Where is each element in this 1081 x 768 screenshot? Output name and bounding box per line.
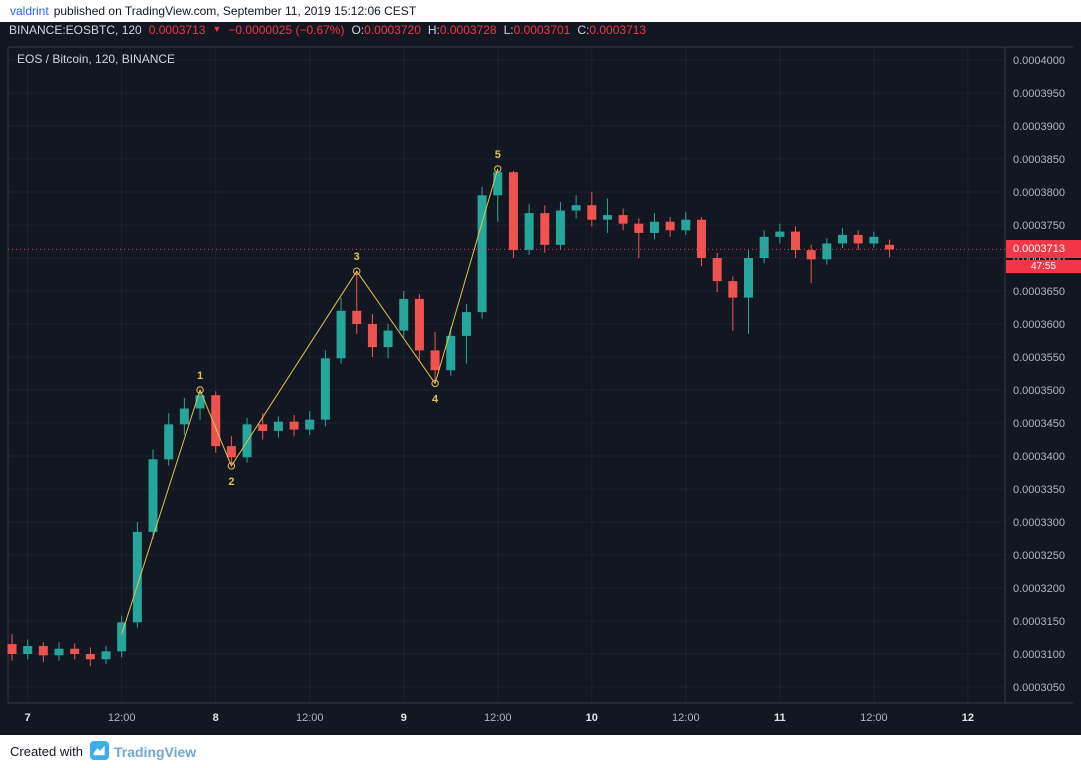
svg-text:2: 2 xyxy=(228,476,234,488)
chart-title: EOS / Bitcoin, 120, BINANCE xyxy=(17,52,176,66)
open-value: O: 0.0003720 xyxy=(351,23,420,37)
svg-text:0.0003600: 0.0003600 xyxy=(1013,319,1065,331)
low-number: 0.0003701 xyxy=(513,23,571,37)
svg-text:8: 8 xyxy=(213,712,219,724)
svg-text:12:00: 12:00 xyxy=(484,712,512,724)
svg-text:3: 3 xyxy=(354,251,360,263)
symbol-name: BINANCE:EOSBTC, 120 xyxy=(9,23,142,37)
chart-area: 0.0004000 0.0003950 0.0003900 0.0003850 0.00… xyxy=(0,38,1081,735)
svg-text:0.0003950: 0.0003950 xyxy=(1013,88,1065,100)
svg-text:5: 5 xyxy=(495,149,501,161)
svg-text:11: 11 xyxy=(774,712,786,724)
svg-text:0.0003650: 0.0003650 xyxy=(1013,286,1065,298)
high-value: H: 0.0003728 xyxy=(428,23,497,37)
svg-text:0.0003850: 0.0003850 xyxy=(1013,154,1065,166)
low-value: L: 0.0003701 xyxy=(504,23,571,37)
svg-text:12: 12 xyxy=(962,712,974,724)
tradingview-logo-icon xyxy=(89,740,109,763)
svg-text:12:00: 12:00 xyxy=(672,712,700,724)
created-with-text: Created with xyxy=(10,744,83,759)
open-label: O: xyxy=(351,23,365,37)
high-number: 0.0003728 xyxy=(439,23,497,37)
svg-text:0.0003550: 0.0003550 xyxy=(1013,352,1065,364)
svg-text:4: 4 xyxy=(432,393,439,405)
time-axis[interactable] xyxy=(8,703,1005,733)
svg-text:12:00: 12:00 xyxy=(108,712,136,724)
svg-text:0.0003400: 0.0003400 xyxy=(1013,451,1065,463)
last-price-badge: 0.0003713 47:55 xyxy=(1006,240,1081,274)
close-label: C: xyxy=(577,23,590,37)
candlestick-chart[interactable]: 0.0004000 0.0003950 0.0003900 0.0003850 0.00… xyxy=(0,38,1081,735)
high-label: H: xyxy=(427,23,440,37)
svg-text:0.0003500: 0.0003500 xyxy=(1013,385,1065,397)
footer-bar: Created with TradingView xyxy=(0,735,1081,768)
svg-text:0.0003150: 0.0003150 xyxy=(1013,616,1065,628)
svg-text:0.0003200: 0.0003200 xyxy=(1013,583,1065,595)
svg-text:0.0003250: 0.0003250 xyxy=(1013,550,1065,562)
bar-countdown: 47:55 xyxy=(1006,260,1081,274)
symbol-legend: BINANCE:EOSBTC, 120 0.0003713 ▼ −0.00000… xyxy=(0,22,1081,38)
svg-text:0.0004000: 0.0004000 xyxy=(1013,55,1065,67)
svg-text:9: 9 xyxy=(401,712,407,724)
svg-text:12:00: 12:00 xyxy=(860,712,888,724)
svg-text:0.0003350: 0.0003350 xyxy=(1013,484,1065,496)
legend-last-price: 0.0003713 xyxy=(148,23,206,37)
svg-text:0.0003100: 0.0003100 xyxy=(1013,649,1065,661)
low-label: L: xyxy=(503,23,514,37)
published-text: published on TradingView.com, September … xyxy=(53,4,417,18)
tradingview-link[interactable]: TradingView xyxy=(89,740,197,763)
svg-text:0.0003800: 0.0003800 xyxy=(1013,187,1065,199)
svg-text:0.0003450: 0.0003450 xyxy=(1013,418,1065,430)
svg-text:10: 10 xyxy=(586,712,598,724)
close-value: C: 0.0003713 xyxy=(577,23,646,37)
publish-info-bar: valdrint published on TradingView.com, S… xyxy=(0,0,1081,22)
username-link[interactable]: valdrint xyxy=(10,4,49,18)
svg-text:12:00: 12:00 xyxy=(296,712,324,724)
close-number: 0.0003713 xyxy=(589,23,647,37)
price-axis[interactable] xyxy=(1005,47,1081,703)
price-change: −0.0000025 (−0.67%) xyxy=(228,23,345,37)
tradingview-wordmark: TradingView xyxy=(113,743,197,760)
open-number: 0.0003720 xyxy=(364,23,421,37)
svg-text:0.0003300: 0.0003300 xyxy=(1013,517,1065,529)
svg-text:0.0003750: 0.0003750 xyxy=(1013,220,1065,232)
svg-text:1: 1 xyxy=(197,370,203,382)
svg-text:0.0003900: 0.0003900 xyxy=(1013,121,1065,133)
svg-text:7: 7 xyxy=(25,712,31,724)
down-arrow-icon: ▼ xyxy=(212,24,222,34)
svg-text:0.0003050: 0.0003050 xyxy=(1013,682,1065,694)
last-price-badge-value: 0.0003713 xyxy=(1006,240,1081,259)
